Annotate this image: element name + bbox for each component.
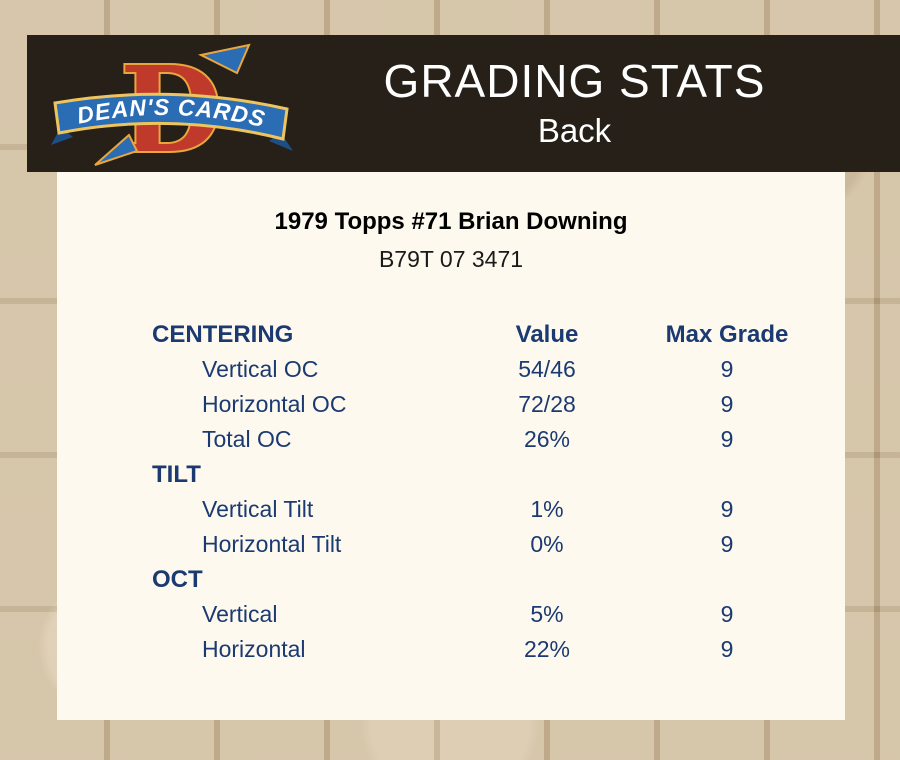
row-label: Horizontal <box>202 636 306 662</box>
deans-cards-logo-graphic: D DEAN'S CARDS <box>51 38 293 181</box>
row-max-grade: 9 <box>720 531 734 557</box>
section-header-tilt: TILT <box>152 460 201 488</box>
logo-ribbon-banner <box>53 92 289 141</box>
row-value: 1% <box>530 496 564 522</box>
column-header-value: Value <box>515 320 579 348</box>
row-value: 72/28 <box>518 391 576 417</box>
row-max-grade: 9 <box>720 356 734 382</box>
logo-pennant-icon <box>197 43 251 74</box>
page-subtitle-back: Back <box>537 112 612 150</box>
row-max-grade: 9 <box>720 426 734 452</box>
row-label: Vertical <box>202 601 278 627</box>
row-value: 26% <box>523 426 571 452</box>
row-value: 54/46 <box>518 356 576 382</box>
header-bar: D DEAN'S CARDS GRADING STATS Back <box>27 35 900 181</box>
row-label: Vertical Tilt <box>202 496 314 522</box>
column-header-max-grade: Max Grade <box>665 320 789 348</box>
row-max-grade: 9 <box>720 601 734 627</box>
row-label: Horizontal OC <box>202 391 347 417</box>
page-title: GRADING STATS <box>383 54 766 107</box>
row-value: 5% <box>530 601 564 627</box>
table-row-vertical-oc: Vertical OC 54/46 9 <box>152 352 812 387</box>
card-title: 1979 Topps #71 Brian Downing <box>274 208 628 235</box>
deans-cards-logo: D DEAN'S CARDS <box>51 38 293 181</box>
table-row-oct-horizontal: Horizontal 22% 9 <box>152 632 812 667</box>
logo-ribbon-tail-left <box>51 126 73 145</box>
table-row-total-oc: Total OC 26% 9 <box>152 422 812 457</box>
table-header-row: CENTERING Value Max Grade <box>152 317 812 352</box>
card-cert-code: B79T 07 3471 <box>378 246 524 272</box>
section-row-tilt: TILT <box>152 457 812 492</box>
table-row-vertical-tilt: Vertical Tilt 1% 9 <box>152 492 812 527</box>
section-row-oct: OCT <box>152 562 812 597</box>
table-row-oct-vertical: Vertical 5% 9 <box>152 597 812 632</box>
row-max-grade: 9 <box>720 496 734 522</box>
row-value: 0% <box>530 531 564 557</box>
row-label: Horizontal Tilt <box>202 531 342 557</box>
grading-stats-table: CENTERING Value Max Grade Vertical OC 54… <box>152 317 812 667</box>
section-header-oct: OCT <box>152 565 203 593</box>
logo-pennant-bottom-icon <box>94 132 139 166</box>
header-text-block: GRADING STATS Back <box>291 57 900 150</box>
row-value: 22% <box>523 636 571 662</box>
row-max-grade: 9 <box>720 636 734 662</box>
table-row-horizontal-tilt: Horizontal Tilt 0% 9 <box>152 527 812 562</box>
grading-stats-panel: 1979 Topps #71 Brian Downing B79T 07 347… <box>57 172 845 720</box>
section-header-centering: CENTERING <box>152 320 294 348</box>
row-label: Total OC <box>202 426 292 452</box>
table-row-horizontal-oc: Horizontal OC 72/28 9 <box>152 387 812 422</box>
row-max-grade: 9 <box>720 391 734 417</box>
row-label: Vertical OC <box>202 356 319 382</box>
